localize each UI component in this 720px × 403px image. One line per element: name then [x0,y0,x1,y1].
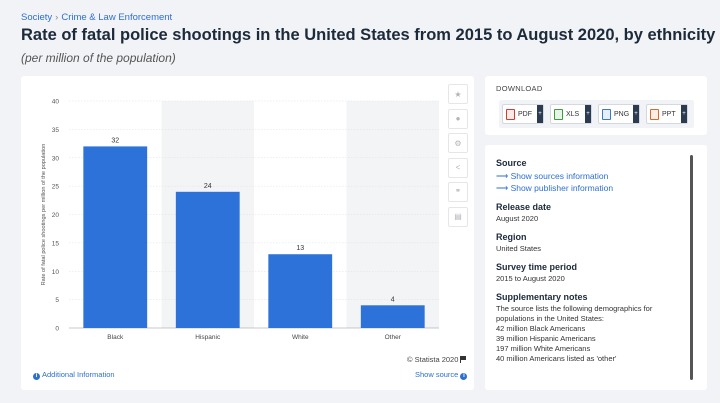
notes-heading: Supplementary notes [496,292,588,302]
info-icon: i [460,373,468,380]
bar-black [83,146,148,328]
bar-chart: 0 5 10 15 20 25 30 35 40 32 Black 24 Hispanic 13 White… [41,99,439,341]
star-icon[interactable]: ★ [448,84,468,104]
additional-information-label: Additional Information [42,370,115,379]
bar-hispanic [175,191,240,328]
region-heading: Region [496,232,527,242]
y-tick-label: 35 [52,127,60,134]
region-value: United States [496,244,542,253]
x-tick-label: Other [385,334,402,341]
flag-icon [460,356,467,363]
notes-section: Supplementary notes The source lists the… [496,292,686,364]
details-panel: Source ⟶ Show sources information ⟶ Show… [485,145,707,390]
show-source-label: Show source [415,370,459,379]
notes-line: 197 million White Americans [496,344,591,353]
print-icon[interactable]: ▤ [448,206,468,227]
download-xls-label: XLS [566,110,580,118]
show-source-link[interactable]: Show source i [415,370,469,380]
notes-line: The source lists the following demograph… [496,304,653,313]
survey-section: Survey time period 2015 to August 2020 [496,262,686,284]
arrow-right-icon: ⟶ [496,171,509,181]
notes-line: 39 million Hispanic Americans [496,334,596,343]
survey-heading: Survey time period [496,262,578,272]
download-png-button[interactable]: PNG + [598,104,640,124]
breadcrumb-separator: › [55,12,59,23]
page-title: Rate of fatal police shootings in the Un… [21,26,716,44]
y-tick-label: 25 [52,184,60,191]
share-icon[interactable]: < [448,157,468,178]
region-section: Region United States [496,232,686,254]
breadcrumb-category[interactable]: Crime & Law Enforcement [61,12,173,23]
x-tick-label: Hispanic [195,334,221,341]
x-tick-label: Black [107,334,124,341]
plus-icon: + [681,105,687,123]
breadcrumb: Society › Crime & Law Enforcement [21,12,172,23]
y-tick-label: 15 [52,240,60,247]
breadcrumb-society[interactable]: Society [21,12,53,23]
info-icon: i [33,373,40,380]
download-pdf-button[interactable]: PDF + [502,104,544,124]
x-tick-label: White [292,334,309,341]
show-publisher-link[interactable]: ⟶ Show publisher information [496,182,686,194]
data-label: 32 [111,137,119,144]
additional-information-link[interactable]: i Additional Information [33,370,115,380]
chart-toolbar: ★ ● ⚙ < ❞ ▤ [448,84,468,232]
notes-line: 42 million Black Americans [496,324,586,333]
details-scrollbar[interactable] [690,155,693,380]
release-heading: Release date [496,202,552,212]
y-tick-label: 40 [52,99,60,106]
ppt-file-icon [650,108,659,120]
statista-credit: © Statista 2020 [407,355,467,364]
download-title: DOWNLOAD [496,84,543,93]
download-buttons: PDF + XLS + PNG + PPT + [499,100,694,128]
plus-icon: + [537,105,543,123]
data-label: 4 [391,296,395,303]
png-file-icon [602,108,611,120]
download-xls-button[interactable]: XLS + [550,104,592,124]
quote-icon[interactable]: ❞ [448,182,468,203]
plus-icon: + [585,105,591,123]
data-label: 24 [204,183,212,190]
chart-card: 0 5 10 15 20 25 30 35 40 32 Black 24 Hispanic 13 White… [21,76,474,390]
download-pdf-label: PDF [518,110,532,118]
bar-other [360,305,425,328]
download-png-label: PNG [614,110,630,118]
xls-file-icon [554,108,563,120]
show-sources-label: Show sources information [510,171,609,181]
plus-icon: + [633,105,639,123]
download-ppt-button[interactable]: PPT + [646,104,688,124]
bell-icon[interactable]: ● [448,108,468,129]
release-section: Release date August 2020 [496,202,686,224]
y-tick-label: 30 [52,155,60,162]
y-tick-label: 10 [52,269,60,276]
y-tick-label: 20 [52,212,60,219]
show-publisher-label: Show publisher information [510,183,614,193]
credit-text: © Statista 2020 [407,355,459,364]
details-content: Source ⟶ Show sources information ⟶ Show… [496,158,686,384]
download-panel: DOWNLOAD PDF + XLS + PNG + PPT + [485,76,707,135]
y-tick-label: 0 [55,326,59,333]
release-value: August 2020 [496,214,539,223]
source-heading: Source [496,158,527,168]
data-label: 13 [296,245,304,252]
source-section: Source ⟶ Show sources information ⟶ Show… [496,158,686,194]
gear-icon[interactable]: ⚙ [448,133,468,154]
survey-value: 2015 to August 2020 [496,274,565,283]
page-subtitle: (per million of the population) [21,51,176,65]
show-sources-link[interactable]: ⟶ Show sources information [496,170,686,182]
y-tick-label: 5 [55,297,59,304]
bar-white [268,254,333,328]
notes-line: populations in the United States: [496,314,604,323]
y-axis-label: Rate of fatal police shootings per milli… [41,144,47,286]
notes-line: 40 million Americans listed as 'other' [496,354,617,363]
pdf-file-icon [506,108,515,120]
download-ppt-label: PPT [662,110,676,118]
arrow-right-icon: ⟶ [496,183,509,193]
